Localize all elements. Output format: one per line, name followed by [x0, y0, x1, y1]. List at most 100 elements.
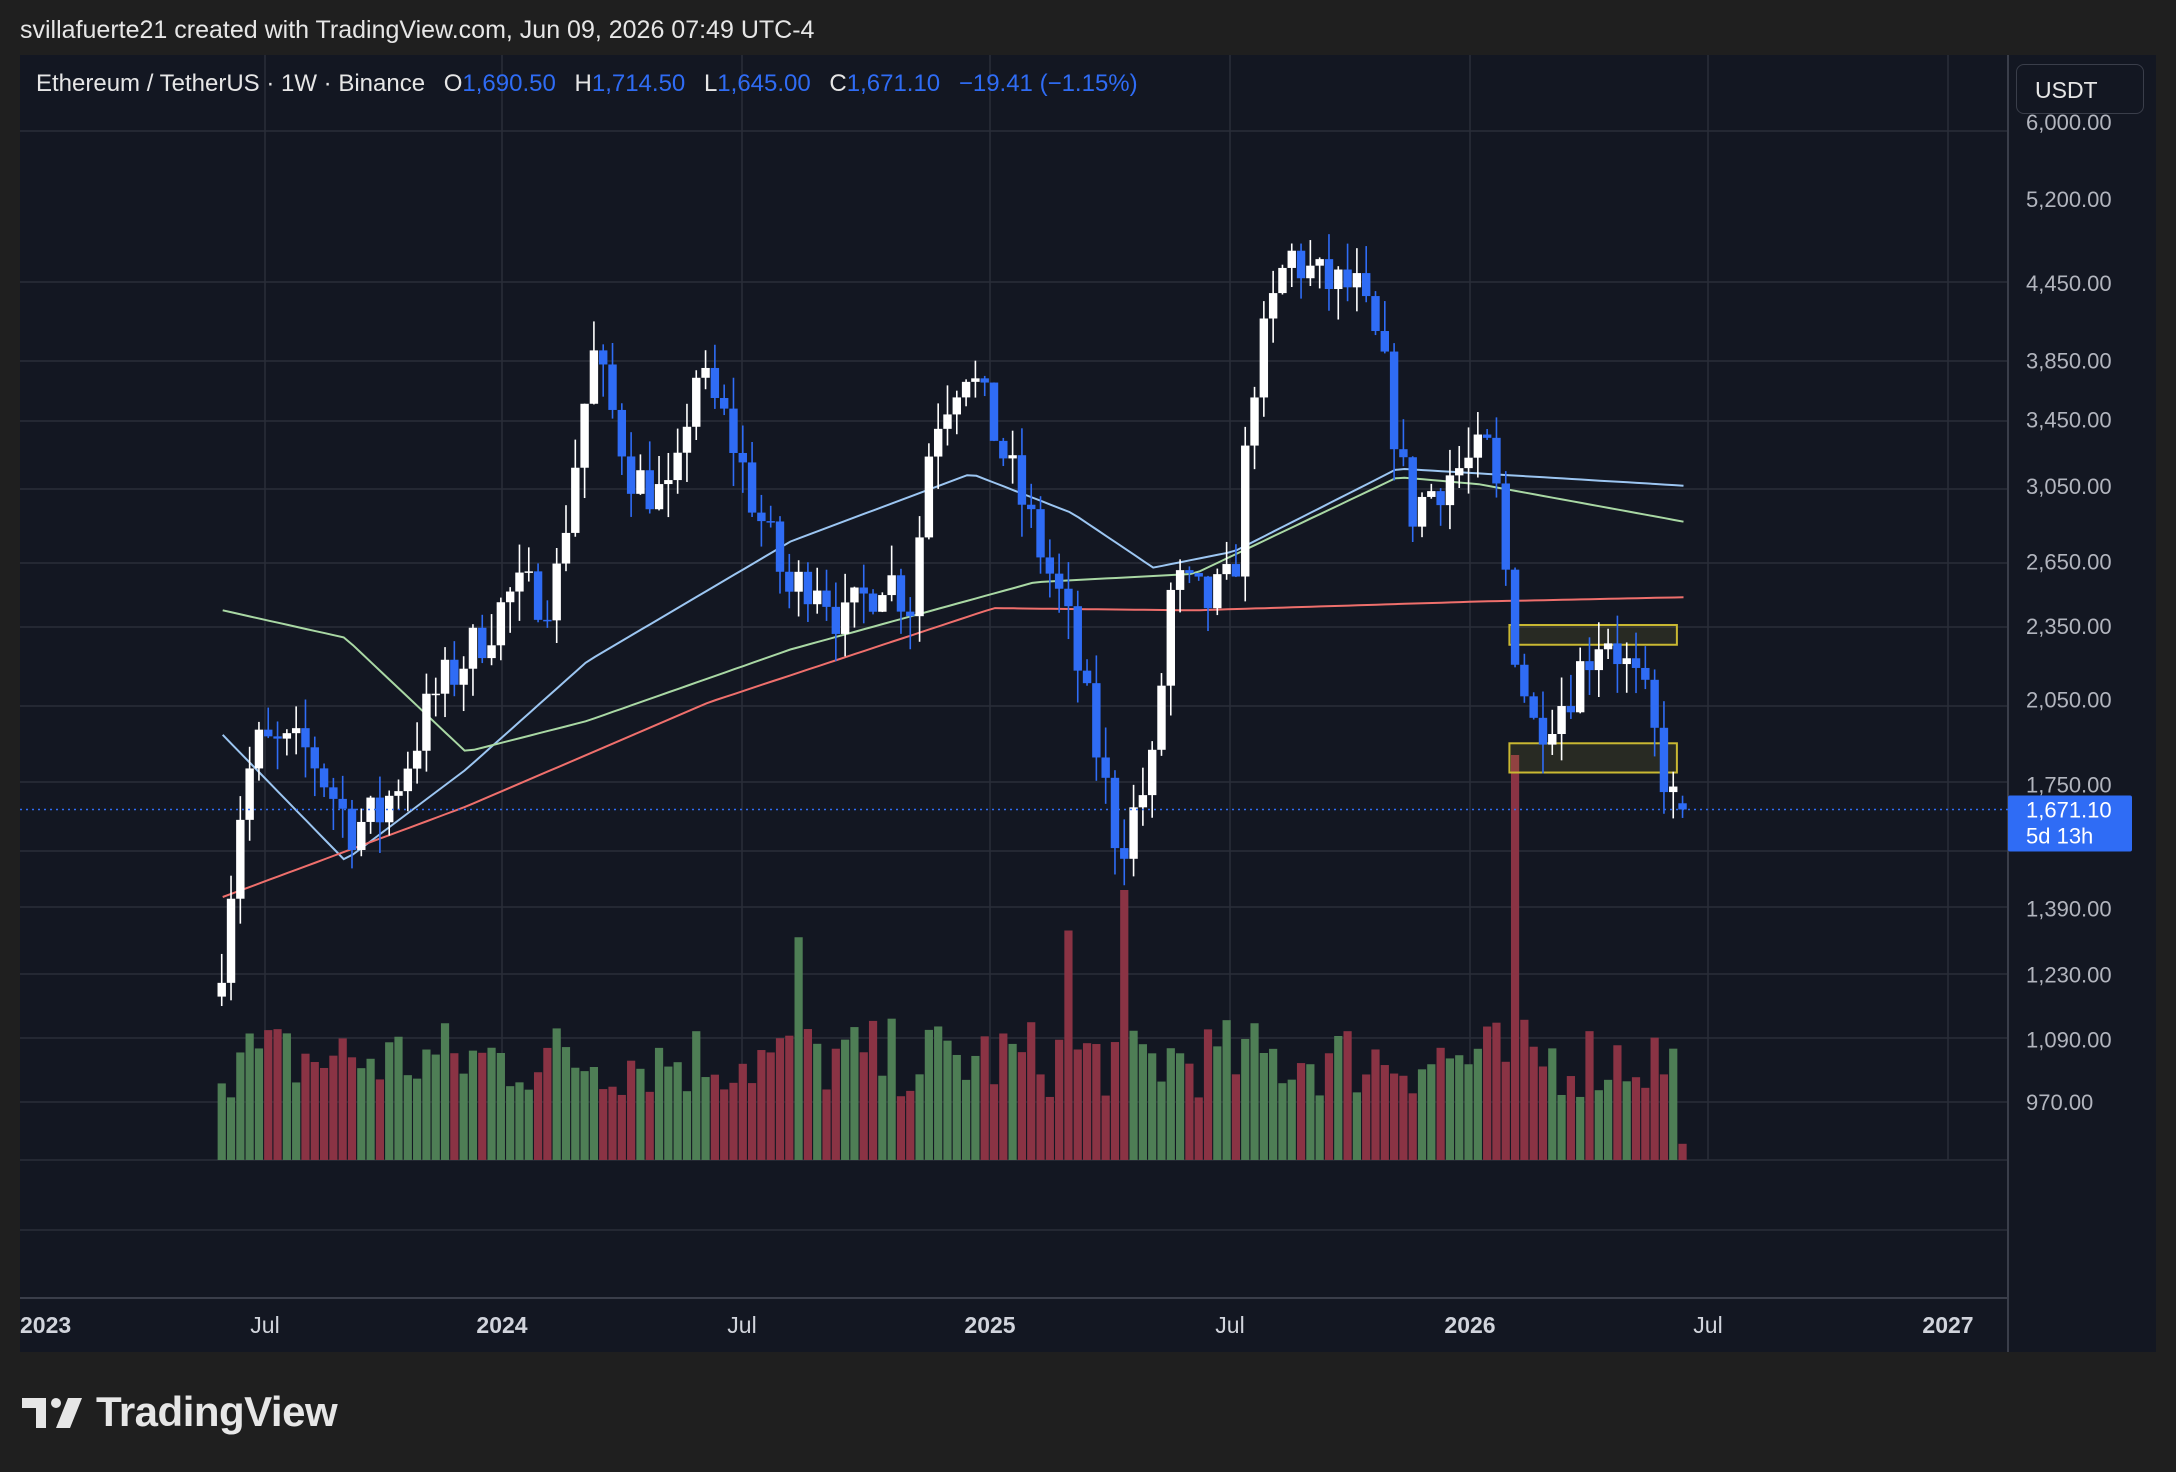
volume-bar	[254, 1048, 264, 1160]
candle-body	[571, 467, 580, 533]
candle-body	[1492, 437, 1501, 484]
volume-bar	[766, 1052, 775, 1160]
volume-bar	[654, 1047, 664, 1160]
candle-body	[1129, 807, 1138, 859]
volume-bar	[1427, 1064, 1436, 1160]
candle-body	[357, 821, 366, 850]
candle-body	[524, 571, 533, 573]
candle-body	[226, 898, 236, 983]
volume-bar	[282, 1033, 291, 1160]
volume-bar	[552, 1028, 561, 1160]
volume-bar	[245, 1033, 254, 1160]
candle-body	[757, 512, 766, 522]
volume-bar	[1529, 1046, 1538, 1160]
volume-bar	[980, 1036, 989, 1160]
volume-bar	[868, 1020, 878, 1160]
volume-bar	[1510, 755, 1520, 1160]
price-tick-label: 1,090.00	[2026, 1027, 2112, 1052]
price-tick-label: 5,200.00	[2026, 187, 2112, 212]
volume-bar	[943, 1040, 952, 1160]
candle-body	[1259, 318, 1269, 398]
volume-bar	[794, 937, 803, 1160]
time-tick-label: 2026	[1444, 1312, 1495, 1338]
candle-body	[338, 798, 347, 809]
candle-body	[980, 378, 989, 383]
candle-body	[319, 768, 329, 788]
volume-bar	[1287, 1079, 1296, 1160]
candle-body	[850, 587, 859, 603]
volume-bar	[357, 1068, 366, 1160]
volume-bar	[217, 1083, 226, 1160]
volume-bar	[1538, 1066, 1548, 1160]
candle-body	[589, 350, 599, 404]
candle-body	[1147, 749, 1157, 796]
volume-bar	[589, 1066, 599, 1160]
candle-body	[1622, 658, 1631, 665]
candle-body	[394, 791, 403, 796]
candle-body	[701, 367, 710, 378]
candle-body	[999, 440, 1008, 459]
candle-body	[487, 645, 496, 659]
candle-body	[989, 382, 999, 441]
volume-bar	[478, 1052, 487, 1160]
candle-body	[1631, 658, 1641, 668]
volume-bar	[608, 1086, 617, 1160]
volume-bar	[1027, 1022, 1036, 1160]
volume-bar	[1129, 1030, 1138, 1160]
volume-bar	[1315, 1095, 1324, 1160]
volume-bar	[1120, 890, 1129, 1160]
candle-body	[1138, 795, 1148, 808]
candle-body	[1352, 273, 1362, 288]
volume-bar	[1241, 1038, 1250, 1160]
volume-bar	[682, 1091, 692, 1160]
volume-bar	[440, 1023, 450, 1160]
time-tick-label: 2024	[476, 1312, 527, 1338]
candle-body	[1613, 643, 1622, 665]
volume-bar	[1492, 1022, 1501, 1160]
moving-average-line	[222, 476, 1684, 752]
volume-bar	[924, 1029, 933, 1160]
volume-bar	[273, 1029, 282, 1160]
candle-body	[1566, 706, 1576, 713]
volume-bar	[329, 1055, 338, 1160]
volume-bar	[413, 1078, 422, 1160]
candle-body	[878, 595, 887, 612]
currency-button[interactable]: USDT	[2016, 64, 2144, 114]
price-tick-label: 2,650.00	[2026, 550, 2112, 575]
candle-body	[813, 590, 822, 605]
volume-bar	[468, 1050, 478, 1160]
volume-bar	[1082, 1043, 1092, 1160]
candle-body	[738, 452, 747, 463]
volume-bar	[1008, 1043, 1017, 1160]
volume-bar	[561, 1047, 571, 1160]
candle-body	[608, 364, 617, 410]
volume-bar	[403, 1075, 412, 1160]
candle-body	[217, 982, 226, 997]
candle-body	[766, 521, 775, 523]
candle-body	[887, 575, 896, 596]
volume-bar	[1464, 1064, 1473, 1160]
time-tick-label: Jul	[250, 1312, 279, 1338]
volume-bar	[1036, 1074, 1045, 1160]
volume-bar	[1445, 1058, 1455, 1160]
volume-bar	[1604, 1079, 1613, 1160]
volume-bar	[264, 1030, 273, 1160]
volume-bar	[729, 1082, 738, 1160]
volume-bar	[813, 1043, 822, 1160]
candle-body	[431, 693, 440, 696]
candle-body	[1092, 683, 1101, 758]
price-tick-label: 6,000.00	[2026, 110, 2112, 135]
volume-bar	[831, 1048, 840, 1160]
candle-body	[803, 571, 813, 605]
volume-bar	[338, 1038, 347, 1160]
candle-body	[831, 606, 841, 634]
volume-bar	[822, 1089, 831, 1160]
candle-body	[692, 377, 701, 427]
volume-bar	[1222, 1020, 1231, 1160]
candle-body	[403, 768, 413, 792]
candle-body	[1417, 496, 1427, 527]
volume-bar	[1064, 930, 1073, 1160]
volume-bar	[906, 1090, 915, 1160]
candle-body	[1399, 449, 1408, 458]
